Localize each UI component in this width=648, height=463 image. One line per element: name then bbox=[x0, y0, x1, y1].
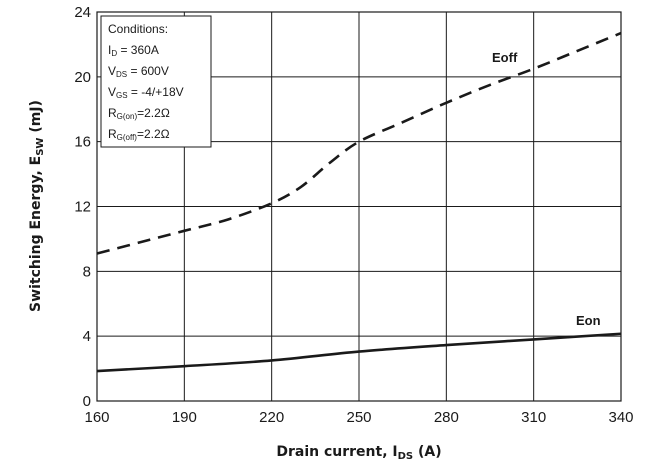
x-tick-label: 190 bbox=[172, 409, 197, 426]
grid-lines bbox=[97, 12, 621, 401]
y-tick-label: 0 bbox=[83, 393, 91, 410]
y-tick-label: 24 bbox=[74, 4, 91, 21]
x-tick-label: 220 bbox=[259, 409, 284, 426]
condition-line: RG(on)=2.2Ω bbox=[108, 106, 170, 121]
series-label-eoff: Eoff bbox=[492, 50, 518, 65]
series-lines bbox=[96, 31, 622, 373]
y-tick-label: 16 bbox=[74, 134, 91, 151]
y-tick-label: 4 bbox=[83, 328, 91, 345]
conditions-box-frame bbox=[100, 15, 212, 148]
series-line-eoff bbox=[96, 31, 622, 255]
y-axis-title: Switching Energy, ESW (mJ) bbox=[28, 100, 46, 312]
condition-line: RG(off)=2.2Ω bbox=[108, 127, 170, 142]
x-tick-label: 310 bbox=[521, 409, 546, 426]
x-tick-label: 160 bbox=[84, 409, 109, 426]
condition-line: VGS = -4/+18V bbox=[108, 85, 184, 100]
tick-labels: 160 190 220 250 280 310 340 0 4 8 12 16 20 24 bbox=[74, 4, 633, 426]
x-tick-label: 340 bbox=[608, 409, 633, 426]
x-axis-title: Drain current, IDS (A) bbox=[276, 444, 441, 462]
condition-line: Conditions: bbox=[108, 22, 168, 36]
x-tick-label: 280 bbox=[434, 409, 459, 426]
series-label-eon: Eon bbox=[576, 313, 601, 328]
y-tick-label: 20 bbox=[74, 69, 91, 86]
y-tick-label: 8 bbox=[83, 263, 91, 280]
condition-line: VDS = 600V bbox=[108, 64, 169, 79]
series-line-eon bbox=[96, 332, 622, 373]
plot-frame bbox=[96, 11, 622, 402]
conditions-box: Conditions: ID = 360A VDS = 600V VGS = -4/+… bbox=[100, 15, 212, 148]
conditions-lines: Conditions: ID = 360A VDS = 600V VGS = -4/+… bbox=[108, 22, 184, 142]
x-tick-label: 250 bbox=[346, 409, 371, 426]
y-tick-label: 12 bbox=[74, 199, 91, 216]
condition-line: ID = 360A bbox=[108, 43, 159, 58]
